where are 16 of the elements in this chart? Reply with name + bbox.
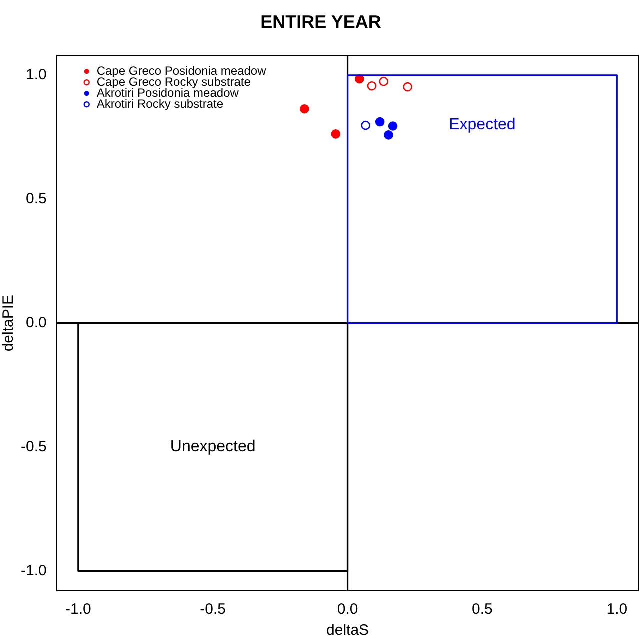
x-tick-label: 0.0: [337, 601, 358, 618]
x-tick-label: 0.5: [472, 601, 493, 618]
y-tick-label: 0.0: [26, 314, 47, 332]
y-axis-title: deltaPIE: [0, 294, 18, 352]
x-tick-label: -0.5: [200, 601, 226, 618]
x-tick-label: -1.0: [65, 601, 92, 618]
y-tick-label: -1.0: [20, 562, 47, 580]
x-axis-title: deltaS: [326, 622, 370, 640]
annotation: Unexpected: [170, 438, 256, 456]
y-tick-label: -0.5: [20, 438, 47, 456]
legend-label: Akrotiri Rocky substrate: [96, 96, 224, 111]
y-tick-label: 1.0: [26, 66, 47, 84]
x-tick-label: 1.0: [606, 601, 628, 618]
annotation: Expected: [449, 116, 516, 134]
chart-title: ENTIRE YEAR: [260, 12, 382, 32]
y-tick-label: 0.5: [26, 190, 47, 208]
